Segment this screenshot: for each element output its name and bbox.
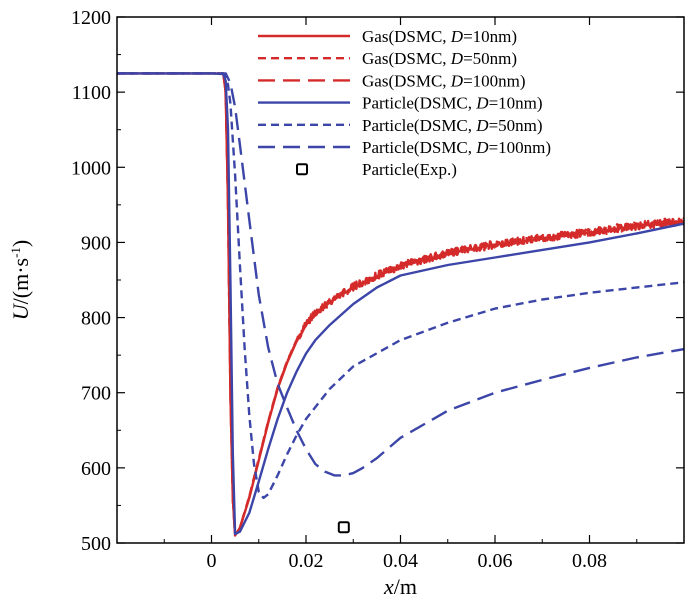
y-tick-label: 900 [81, 232, 111, 254]
legend-entry-6-label: Particle(DSMC, D=100nm) [362, 138, 551, 157]
series-particle-exp-marker [337, 521, 350, 534]
series-gas-dsmc-d-100nm [117, 72, 684, 537]
y-axis-unit-close: ) [8, 240, 33, 247]
y-axis-var: U [8, 302, 33, 320]
y-axis-unit-sup: -1 [8, 247, 23, 258]
x-axis-unit: /m [394, 574, 417, 599]
legend-entry-2-label: Gas(DSMC, D=50nm) [362, 49, 517, 68]
y-axis: 500 600 700 800 900 1000 1100 1200 [71, 7, 684, 555]
y-tick-label: 700 [81, 383, 111, 405]
y-tick-label: 1200 [71, 7, 111, 29]
legend-entry-7-marker [296, 163, 308, 176]
series-particle-dsmc-d-50nm [117, 72, 684, 500]
series-particle-dsmc-d-10nm [117, 72, 684, 536]
x-tick-label: 0.04 [383, 550, 418, 572]
legend: Gas(DSMC, D=10nm) Gas(DSMC, D=50nm) Gas(DS… [258, 27, 551, 179]
series-particle-dsmc-d-100nm [117, 72, 684, 477]
plot-series [117, 72, 684, 537]
x-tick-label: 0.06 [478, 550, 513, 572]
y-axis-label: U/(m·s-1) [8, 240, 33, 321]
y-tick-label: 1000 [71, 157, 111, 179]
y-tick-label: 600 [81, 458, 111, 480]
x-tick-label: 0 [207, 550, 217, 572]
x-axis-var: x [383, 574, 394, 599]
x-tick-label: 0.02 [289, 550, 324, 572]
legend-entry-4-label: Particle(DSMC, D=10nm) [362, 94, 543, 113]
legend-entry-3-label: Gas(DSMC, D=100nm) [362, 71, 526, 90]
y-axis-unit: /(m·s [8, 258, 33, 304]
legend-entry-1-label: Gas(DSMC, D=10nm) [362, 27, 517, 46]
x-tick-label: 0.08 [572, 550, 607, 572]
legend-entry-7-label: Particle(Exp.) [362, 160, 457, 179]
y-tick-label: 800 [81, 308, 111, 330]
x-axis-label: x/m [383, 574, 417, 599]
y-tick-label: 500 [81, 533, 111, 555]
y-tick-label: 1100 [72, 82, 111, 104]
x-axis: 0 0.02 0.04 0.06 0.08 [163, 17, 638, 572]
legend-entry-5-label: Particle(DSMC, D=50nm) [362, 116, 543, 135]
